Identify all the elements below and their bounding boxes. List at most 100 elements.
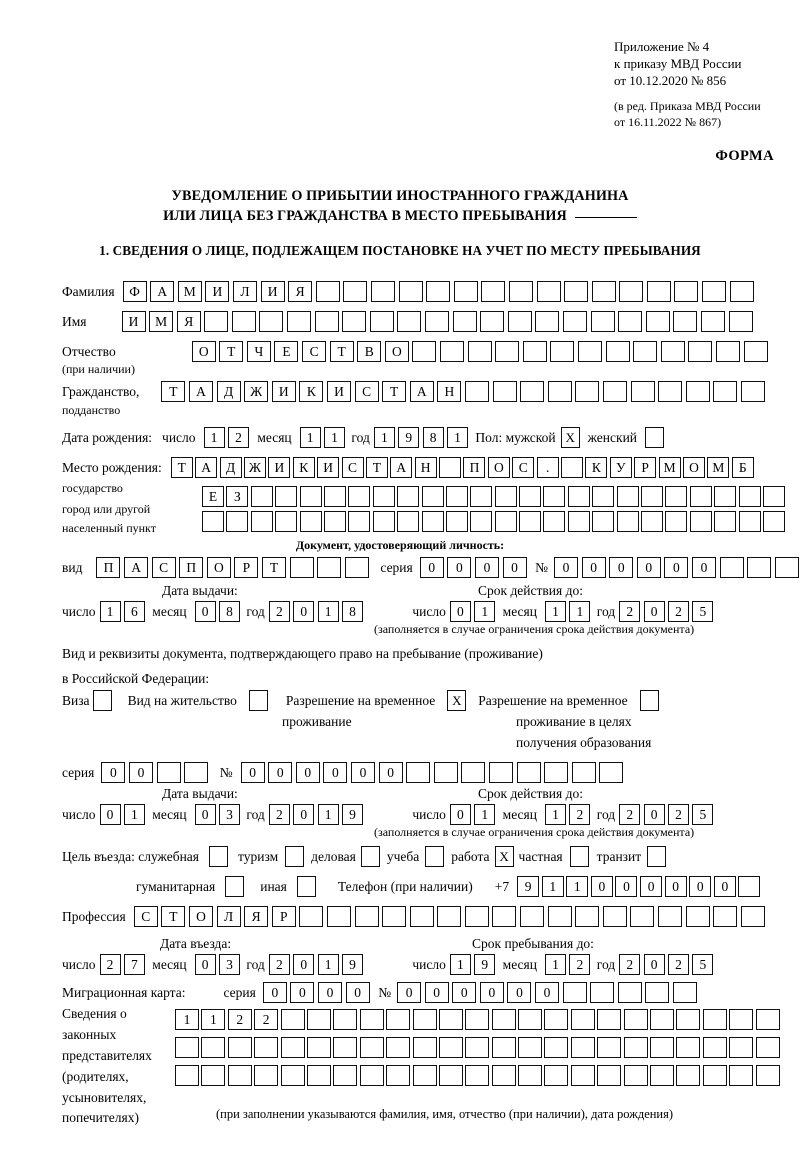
char-cell[interactable] — [599, 762, 624, 783]
date-cell[interactable]: 7 — [123, 954, 145, 975]
date-cell[interactable]: 1 — [317, 954, 339, 975]
char-cell[interactable]: 2 — [254, 1009, 279, 1030]
char-cell[interactable] — [438, 1037, 463, 1058]
char-cell[interactable] — [280, 1065, 305, 1086]
char-cell[interactable] — [641, 486, 664, 507]
char-cell[interactable] — [700, 311, 725, 332]
date-cell[interactable]: 1 — [447, 427, 469, 448]
date-cell[interactable]: 0 — [99, 804, 121, 825]
char-cell[interactable]: 1 — [201, 1009, 226, 1030]
char-cell[interactable] — [202, 511, 224, 532]
char-cell[interactable] — [740, 906, 765, 927]
char-cell[interactable]: И — [121, 311, 146, 332]
char-cell[interactable]: 0 — [419, 557, 444, 578]
date-cell[interactable]: 9 — [341, 954, 363, 975]
char-cell[interactable] — [544, 1037, 569, 1058]
char-cell[interactable] — [547, 906, 572, 927]
char-cell[interactable] — [445, 511, 468, 532]
char-cell[interactable] — [495, 341, 520, 362]
char-cell[interactable] — [729, 1009, 754, 1030]
char-cell[interactable]: Я — [288, 281, 313, 302]
char-cell[interactable] — [518, 1009, 543, 1030]
date-cell[interactable]: 2 — [619, 804, 641, 825]
char-cell[interactable] — [650, 1065, 675, 1086]
char-cell[interactable] — [665, 486, 688, 507]
char-cell[interactable] — [409, 906, 434, 927]
char-cell[interactable] — [729, 281, 754, 302]
char-cell[interactable] — [289, 557, 314, 578]
char-cell[interactable] — [359, 1009, 384, 1030]
char-cell[interactable]: Р — [271, 906, 296, 927]
char-cell[interactable]: 0 — [240, 762, 265, 783]
char-cell[interactable] — [201, 1065, 226, 1086]
char-cell[interactable] — [536, 281, 561, 302]
char-cell[interactable] — [372, 511, 395, 532]
char-cell[interactable] — [426, 281, 451, 302]
char-cell[interactable] — [343, 281, 368, 302]
checkbox-purpose-tourism[interactable] — [285, 846, 305, 867]
char-cell[interactable]: Т — [382, 381, 407, 402]
char-cell[interactable] — [713, 381, 738, 402]
char-cell[interactable]: 0 — [640, 876, 663, 897]
char-cell[interactable] — [315, 281, 340, 302]
char-cell[interactable] — [299, 486, 322, 507]
char-cell[interactable] — [201, 1037, 226, 1058]
checkbox-purpose-business[interactable] — [360, 846, 380, 867]
char-cell[interactable] — [226, 511, 249, 532]
char-cell[interactable] — [578, 341, 603, 362]
char-cell[interactable]: П — [96, 557, 121, 578]
char-cell[interactable]: П — [179, 557, 204, 578]
char-cell[interactable] — [342, 311, 367, 332]
char-cell[interactable] — [570, 1037, 595, 1058]
char-cell[interactable] — [673, 311, 698, 332]
char-cell[interactable] — [254, 1065, 279, 1086]
char-cell[interactable] — [156, 762, 181, 783]
checkbox-visa[interactable] — [92, 690, 112, 711]
date-cell[interactable]: 5 — [692, 804, 714, 825]
date-cell[interactable]: 0 — [194, 804, 216, 825]
char-cell[interactable]: Ч — [246, 341, 271, 362]
date-cell[interactable]: 1 — [474, 601, 496, 622]
char-cell[interactable] — [439, 457, 462, 478]
char-cell[interactable] — [481, 281, 506, 302]
date-cell[interactable]: 1 — [324, 427, 346, 448]
char-cell[interactable] — [630, 381, 655, 402]
char-cell[interactable] — [673, 982, 698, 1003]
char-cell[interactable]: . — [536, 457, 559, 478]
checkbox-temp-residence[interactable]: X — [447, 690, 467, 711]
date-cell[interactable]: 2 — [227, 427, 249, 448]
char-cell[interactable] — [369, 311, 394, 332]
char-cell[interactable] — [412, 1009, 437, 1030]
date-cell[interactable]: 1 — [544, 954, 566, 975]
char-cell[interactable]: 0 — [318, 982, 342, 1003]
char-cell[interactable] — [713, 906, 738, 927]
char-cell[interactable] — [575, 906, 600, 927]
char-cell[interactable] — [567, 486, 590, 507]
char-cell[interactable] — [488, 762, 513, 783]
char-cell[interactable] — [575, 381, 600, 402]
date-cell[interactable]: 2 — [569, 954, 591, 975]
char-cell[interactable] — [571, 762, 596, 783]
char-cell[interactable]: 0 — [689, 876, 712, 897]
char-cell[interactable]: 0 — [590, 876, 613, 897]
char-cell[interactable] — [650, 1037, 675, 1058]
char-cell[interactable] — [465, 1037, 490, 1058]
char-cell[interactable]: 0 — [262, 982, 287, 1003]
char-cell[interactable] — [518, 1037, 543, 1058]
char-cell[interactable]: О — [191, 341, 216, 362]
char-cell[interactable] — [467, 341, 492, 362]
date-cell[interactable]: 0 — [643, 954, 665, 975]
date-cell[interactable]: 8 — [341, 601, 363, 622]
char-cell[interactable]: С — [133, 906, 158, 927]
char-cell[interactable]: 9 — [517, 876, 540, 897]
char-cell[interactable]: Т — [329, 341, 354, 362]
char-cell[interactable]: 0 — [615, 876, 638, 897]
char-cell[interactable]: 1 — [175, 1009, 199, 1030]
char-cell[interactable]: Т — [170, 457, 193, 478]
char-cell[interactable] — [658, 381, 683, 402]
char-cell[interactable] — [348, 511, 371, 532]
char-cell[interactable]: 0 — [691, 557, 716, 578]
date-cell[interactable]: 3 — [218, 804, 240, 825]
char-cell[interactable] — [421, 511, 444, 532]
char-cell[interactable]: Ф — [122, 281, 147, 302]
